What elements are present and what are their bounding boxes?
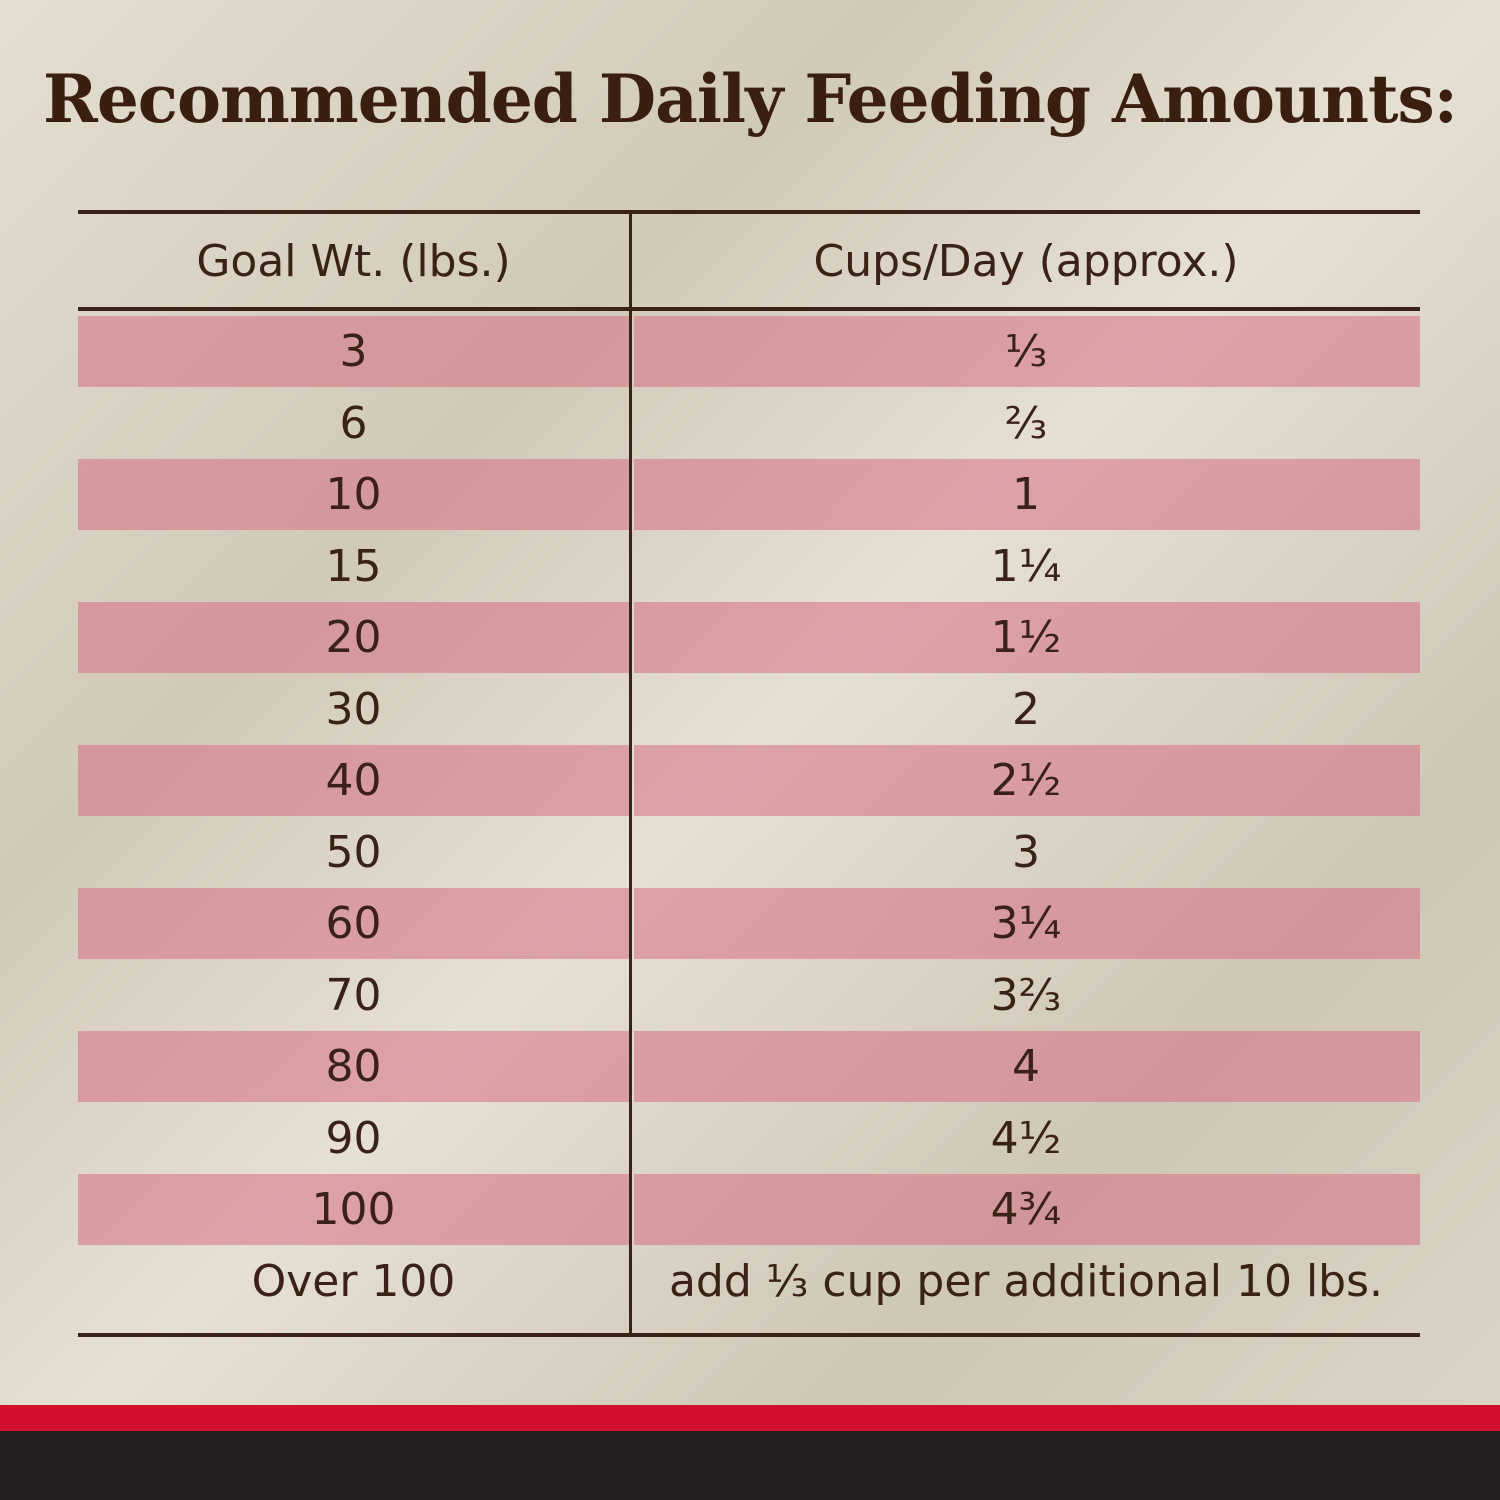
table-cell: ⅓ xyxy=(1004,326,1048,377)
table-cell: 2½ xyxy=(990,755,1062,806)
row-band xyxy=(634,745,1420,816)
table-cell: 3 xyxy=(1012,826,1040,878)
row-band xyxy=(78,459,629,530)
black-band xyxy=(0,1431,1500,1500)
table-cell: 20 xyxy=(325,612,382,663)
divider xyxy=(629,212,632,1337)
table-cell: 80 xyxy=(325,1041,382,1092)
row-band xyxy=(78,1174,629,1245)
row-band xyxy=(634,888,1420,959)
table-cell: 4½ xyxy=(990,1112,1062,1164)
table-cell: 1½ xyxy=(990,612,1062,663)
table-cell: 2 xyxy=(1012,683,1040,735)
red-band xyxy=(0,1405,1500,1431)
table-cell: 4¾ xyxy=(990,1184,1062,1235)
row-band xyxy=(78,316,629,387)
rule xyxy=(78,307,1420,311)
table-cell: 50 xyxy=(325,826,382,878)
table-cell: 15 xyxy=(325,540,382,592)
table-cell: 1 xyxy=(1012,469,1040,520)
header-cell: Cups/Day (approx.) xyxy=(813,236,1239,287)
row-band xyxy=(634,316,1420,387)
table-cell: 3¼ xyxy=(990,898,1062,949)
rule xyxy=(78,1333,1420,1337)
table-cell: 60 xyxy=(325,898,382,949)
row-band xyxy=(78,745,629,816)
table-cell: 40 xyxy=(325,755,382,806)
table-cell: 3 xyxy=(339,326,368,377)
row-band xyxy=(78,888,629,959)
table-cell: Over 100 xyxy=(251,1255,456,1307)
table-cell: 4 xyxy=(1012,1041,1040,1092)
row-band xyxy=(78,1031,629,1102)
table-cell: ⅔ xyxy=(1004,397,1048,449)
table-cell: 1¼ xyxy=(990,540,1062,592)
table-cell: add ⅓ cup per additional 10 lbs. xyxy=(668,1255,1384,1307)
row-band xyxy=(78,602,629,673)
row-band xyxy=(634,459,1420,530)
table-cell: 100 xyxy=(311,1184,396,1235)
header-cell: Goal Wt. (lbs.) xyxy=(196,236,511,287)
rule xyxy=(78,210,1420,214)
table-cell: 30 xyxy=(325,683,382,735)
table-cell: 70 xyxy=(325,969,382,1021)
title: Recommended Daily Feeding Amounts: xyxy=(42,60,1458,138)
table-cell: 10 xyxy=(325,469,382,520)
table-cell: 3⅔ xyxy=(990,969,1062,1021)
table-cell: 6 xyxy=(339,397,368,449)
row-band xyxy=(634,602,1420,673)
table-cell: 90 xyxy=(325,1112,382,1164)
row-band xyxy=(634,1174,1420,1245)
row-band xyxy=(634,1031,1420,1102)
